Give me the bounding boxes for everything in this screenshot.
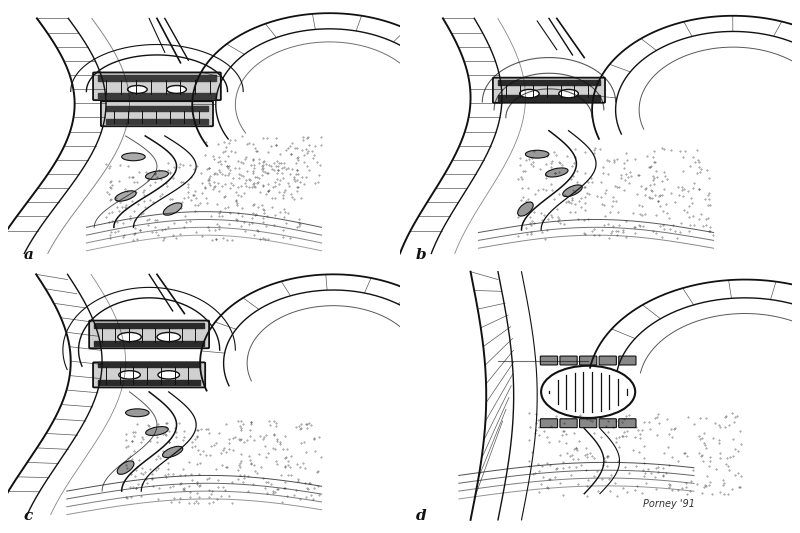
Bar xyxy=(98,75,216,81)
Text: Porney '91: Porney '91 xyxy=(643,499,695,509)
Ellipse shape xyxy=(157,333,181,342)
Ellipse shape xyxy=(158,371,179,379)
Text: d: d xyxy=(416,509,426,523)
Bar xyxy=(106,119,208,124)
Ellipse shape xyxy=(163,203,182,215)
FancyBboxPatch shape xyxy=(560,419,577,427)
Bar xyxy=(498,80,600,85)
FancyBboxPatch shape xyxy=(579,356,597,365)
Bar xyxy=(94,322,204,328)
FancyBboxPatch shape xyxy=(599,419,616,427)
Bar xyxy=(94,341,204,346)
Ellipse shape xyxy=(558,90,578,98)
FancyBboxPatch shape xyxy=(93,362,205,387)
Ellipse shape xyxy=(518,202,534,216)
Ellipse shape xyxy=(118,461,134,474)
FancyBboxPatch shape xyxy=(93,72,221,100)
Bar xyxy=(106,106,208,111)
Ellipse shape xyxy=(146,171,169,180)
FancyBboxPatch shape xyxy=(560,356,577,365)
FancyBboxPatch shape xyxy=(89,320,209,348)
FancyBboxPatch shape xyxy=(618,419,636,427)
Ellipse shape xyxy=(562,185,582,197)
Ellipse shape xyxy=(546,168,568,177)
Ellipse shape xyxy=(115,191,136,201)
Bar xyxy=(98,362,200,367)
Ellipse shape xyxy=(162,446,182,457)
Ellipse shape xyxy=(519,90,539,98)
Bar xyxy=(498,95,600,101)
Ellipse shape xyxy=(122,153,146,161)
Text: c: c xyxy=(24,509,33,523)
Ellipse shape xyxy=(541,366,635,418)
FancyBboxPatch shape xyxy=(540,419,558,427)
FancyBboxPatch shape xyxy=(540,356,558,365)
Ellipse shape xyxy=(526,150,549,158)
Ellipse shape xyxy=(118,371,140,379)
FancyBboxPatch shape xyxy=(493,78,605,103)
Bar xyxy=(98,380,200,385)
Bar xyxy=(98,93,216,98)
Ellipse shape xyxy=(118,333,142,342)
Ellipse shape xyxy=(126,409,149,417)
Ellipse shape xyxy=(146,426,168,435)
Ellipse shape xyxy=(166,85,186,93)
FancyBboxPatch shape xyxy=(599,356,616,365)
FancyBboxPatch shape xyxy=(579,419,597,427)
FancyBboxPatch shape xyxy=(618,356,636,365)
FancyBboxPatch shape xyxy=(101,101,213,126)
Text: a: a xyxy=(24,248,34,262)
Ellipse shape xyxy=(127,85,147,93)
Text: b: b xyxy=(416,248,426,262)
